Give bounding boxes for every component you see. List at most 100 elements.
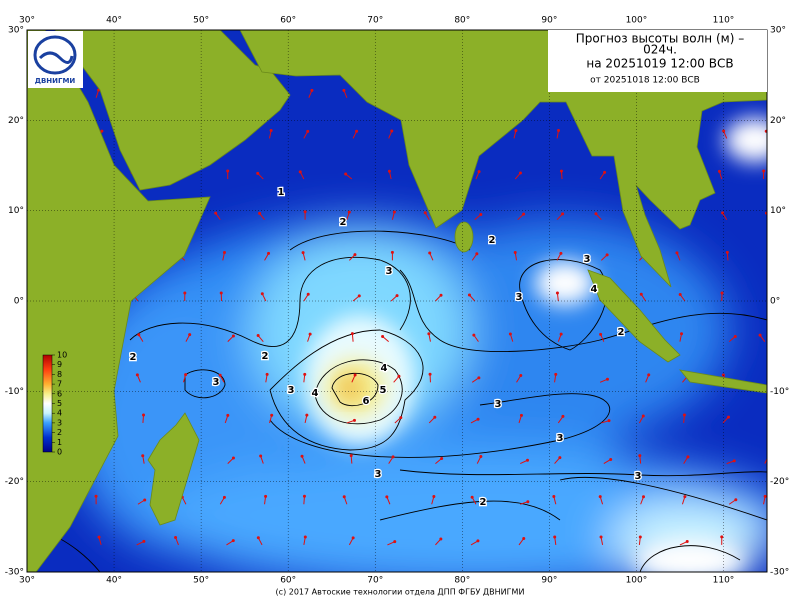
wave-arrow: [771, 253, 773, 261]
wave-arrow-head: [603, 170, 607, 174]
lon-label-bottom: 60°: [280, 576, 296, 586]
lat-label-left: -30°: [5, 568, 24, 578]
wave-arrow-head: [219, 291, 223, 295]
lon-label-top: 80°: [454, 16, 470, 26]
lon-label-top: 70°: [367, 16, 383, 26]
wave-arrow-head: [763, 494, 767, 498]
wave-arrow-head: [301, 251, 305, 255]
logo-wave: [38, 51, 74, 64]
wave-arrow-head: [256, 536, 260, 540]
lead-time: 024ч.: [643, 43, 677, 57]
wave-arrow-head: [685, 540, 689, 544]
wave-arrow-head: [726, 415, 730, 419]
wave-arrow-head: [310, 88, 314, 92]
wave-arrow-head: [264, 494, 268, 498]
wave-arrow-head: [357, 294, 361, 298]
wave-arrow-head: [475, 252, 479, 256]
wave-arrow-head: [598, 495, 602, 499]
wave-arrow-head: [390, 129, 394, 133]
wave-arrow-head: [270, 413, 274, 417]
wave-arrow-head: [775, 539, 778, 542]
wave-arrow-head: [218, 373, 222, 377]
wave-arrow-head: [226, 169, 230, 173]
contour-label: 3: [516, 292, 523, 303]
wave-arrow-head: [477, 376, 481, 380]
wave-arrow-head: [303, 535, 307, 539]
wave-arrow-head: [717, 169, 721, 173]
wave-arrow-head: [559, 251, 563, 255]
wave-arrow-head: [641, 414, 645, 418]
title: Прогноз высоты волн (м) –: [576, 32, 744, 46]
wave-arrow-head: [472, 333, 476, 337]
wave-arrow-head: [513, 250, 517, 254]
contour-label: 6: [363, 396, 370, 407]
wave-arrow-head: [387, 169, 391, 173]
wave-arrow-head: [188, 333, 192, 337]
colorbar-label: 1: [57, 438, 62, 447]
contour-label: 3: [584, 254, 591, 265]
wave-arrow-head: [142, 539, 146, 543]
wave-arrow-head: [514, 129, 518, 133]
wave-arrow-head: [555, 291, 559, 295]
logo-text: ДВНИГМИ: [35, 77, 76, 85]
wave-arrow-head: [231, 334, 235, 338]
colorbar: [42, 354, 53, 453]
lon-label-top: 50°: [193, 16, 209, 26]
wave-arrow-head: [393, 540, 397, 544]
contour-label: 2: [130, 352, 137, 363]
contour-label: 2: [489, 235, 496, 246]
lat-label-right: -10°: [770, 387, 789, 397]
contour-label: 2: [618, 327, 625, 338]
lon-label-top: 110°: [713, 16, 735, 26]
wave-arrow-head: [476, 539, 480, 543]
wave-arrow-head: [641, 495, 645, 499]
lat-label-right: 20°: [770, 116, 786, 126]
wave-arrow-head: [558, 456, 562, 460]
lon-label-bottom: 30°: [19, 576, 35, 586]
wave-arrow-head: [423, 211, 427, 215]
contour-label: 3: [386, 266, 393, 277]
wave-arrow-head: [305, 413, 309, 417]
wave-arrow-head: [142, 413, 146, 417]
wave-arrow-head: [214, 211, 218, 215]
contour-label: 3: [495, 399, 502, 410]
colorbar-label: 3: [57, 418, 62, 427]
wave-arrow-head: [554, 372, 558, 376]
wave-arrow-head: [638, 454, 642, 458]
wave-arrow: [770, 541, 777, 545]
wave-arrow-head: [764, 129, 767, 133]
wave-arrow-head: [397, 374, 401, 378]
wave-arrow-head: [355, 129, 359, 133]
valid-time: на 20251019 12:00 ВСВ: [586, 57, 733, 71]
wave-arrow-head: [678, 293, 682, 297]
wave-arrow-head: [385, 495, 389, 499]
colorbar-label: 7: [57, 380, 62, 389]
contour-label: 3: [288, 385, 295, 396]
issue-time: от 20251018 12:00 ВСВ: [590, 76, 700, 86]
logo-emblem: [33, 35, 77, 75]
wave-arrow-head: [303, 210, 307, 214]
wave-arrow: [768, 416, 771, 423]
wave-arrow-head: [683, 495, 687, 499]
wave-arrow-head: [517, 291, 521, 295]
wave-arrow-head: [477, 170, 481, 174]
colorbar-label: 4: [57, 409, 62, 418]
wave-arrow-head: [347, 210, 351, 214]
lat-label-left: 30°: [8, 26, 24, 36]
contour-label: 2: [480, 497, 487, 508]
colorbar-label: 9: [57, 360, 62, 369]
title-box: [548, 30, 767, 92]
lon-label-bottom: 40°: [106, 576, 122, 586]
lat-label-right: -20°: [770, 477, 789, 487]
wave-arrow-head: [352, 418, 356, 422]
wave-arrow-head: [306, 129, 310, 133]
wave-arrow-head: [353, 373, 357, 377]
wave-arrow-head: [433, 415, 437, 419]
wave-arrow-head: [342, 495, 346, 499]
wave-arrow-head: [391, 455, 395, 459]
wave-arrow-head: [769, 48, 772, 51]
wave-arrow-head: [222, 251, 226, 255]
contour-label: 3: [375, 469, 382, 480]
colorbar-label: 6: [57, 389, 62, 398]
wave-arrow-head: [609, 457, 613, 461]
